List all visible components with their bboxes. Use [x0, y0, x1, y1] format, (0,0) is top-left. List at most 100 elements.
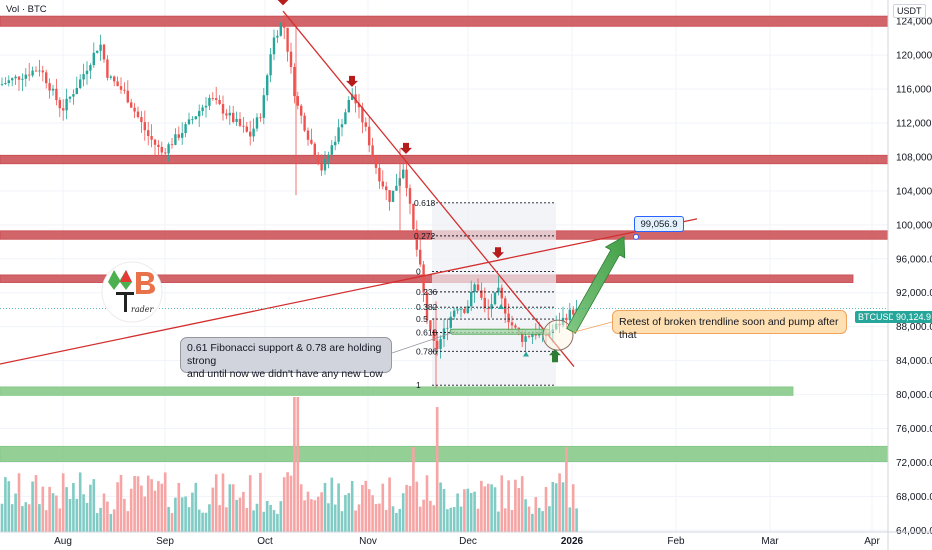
candle-body	[0, 84, 4, 85]
candle-body	[446, 327, 449, 329]
volume-bar	[218, 505, 221, 532]
volume-bar	[456, 493, 459, 532]
volume-bar	[225, 507, 228, 532]
candle-body	[327, 154, 330, 159]
candle-body	[11, 78, 14, 81]
volume-bar	[153, 490, 157, 532]
volume-bar	[401, 493, 405, 532]
volume-bar	[146, 475, 150, 532]
volume-bar	[469, 492, 473, 532]
time-tick-label: Mar	[761, 536, 779, 547]
candle-body	[109, 76, 112, 78]
volume-bar	[384, 510, 388, 532]
fibonacci-label: 0.618	[416, 328, 438, 338]
candle-body	[272, 37, 276, 55]
candle-body	[140, 117, 143, 123]
volume-bar	[48, 486, 51, 532]
volume-bar	[34, 475, 38, 532]
candle-body	[527, 336, 531, 338]
volume-bar	[255, 503, 259, 532]
candle-body	[521, 332, 524, 342]
volume-bar	[337, 483, 340, 532]
volume-bar	[112, 509, 116, 532]
currency-label[interactable]: USDT	[893, 4, 926, 18]
candle-body	[459, 309, 463, 310]
volume-bar	[184, 496, 187, 532]
candle-body	[323, 158, 327, 171]
volume-bar	[61, 473, 65, 532]
volume-bar	[558, 473, 561, 532]
volume-bar	[157, 481, 160, 532]
volume-bar	[204, 512, 208, 532]
fibonacci-label: 0.236	[416, 287, 438, 297]
candle-body	[232, 112, 235, 122]
volume-bar	[388, 477, 391, 532]
ascending-trendline	[0, 218, 698, 365]
price-tick-label: 80,000.0	[896, 390, 932, 401]
candle-body	[65, 98, 68, 111]
candle-body	[436, 340, 439, 349]
descending-trendline	[282, 10, 575, 367]
up-arrow-marker	[549, 349, 561, 363]
candle-body	[276, 35, 279, 38]
price-tick-label: 68,000.0	[896, 492, 932, 503]
volume-bar	[330, 477, 334, 532]
candle-body	[266, 75, 269, 96]
volume-bar	[78, 472, 82, 532]
volume-bar	[463, 489, 466, 532]
fibonacci-label: 0.5	[416, 314, 428, 324]
volume-bar	[119, 474, 123, 532]
candle-body	[439, 338, 442, 349]
zone-108k	[0, 154, 889, 165]
volume-bar	[395, 513, 398, 532]
volume-bar	[238, 497, 242, 532]
volume-bar	[554, 483, 558, 532]
volume-bar	[296, 397, 300, 532]
watermark-logo: rader	[100, 260, 164, 324]
candle-body	[337, 127, 340, 142]
candle-body	[262, 95, 265, 118]
volume-bar	[160, 483, 164, 532]
volume-bar	[116, 482, 119, 532]
candle-body	[119, 86, 123, 90]
volume-bar	[429, 500, 432, 532]
candle-body	[218, 100, 221, 105]
candle-body	[286, 27, 289, 52]
candle-body	[194, 116, 197, 120]
retest-circle	[542, 319, 574, 351]
volume-bar	[109, 513, 113, 532]
price-tick-label: 88,000.0	[896, 322, 932, 333]
candle-body	[85, 70, 89, 75]
volume-bar	[524, 499, 527, 532]
candle-body	[116, 81, 119, 87]
volume-bar	[442, 489, 446, 532]
volume-bar	[327, 503, 330, 532]
retest-note[interactable]: Retest of broken trendline soon and pump…	[612, 310, 847, 341]
candle-body	[507, 313, 510, 323]
volume-bar	[272, 510, 276, 532]
price-axis[interactable]: 64,000.0 68,000.0 72,000.0 76,000.0 80,000.0…	[887, 0, 932, 550]
candle-body	[432, 329, 435, 341]
time-axis[interactable]: Aug Sep Oct Nov Dec 2026 Feb Mar Apr	[0, 531, 932, 547]
volume-bar	[571, 484, 575, 532]
volume-bar	[177, 482, 181, 532]
candle-body	[72, 94, 75, 97]
volume-bar	[133, 475, 136, 532]
candle-body	[361, 107, 364, 123]
candle-body	[381, 181, 384, 187]
fibonacci-note[interactable]: 0.61 Fibonacci support & 0.78 are holdin…	[180, 337, 392, 380]
candle-body	[483, 297, 486, 309]
volume-bar	[316, 496, 320, 532]
candle-body	[96, 50, 99, 53]
volume-bar	[439, 482, 442, 532]
candle-body	[249, 131, 252, 137]
volume-bar	[415, 481, 419, 532]
volume-bar	[68, 498, 72, 532]
volume-bar	[201, 512, 204, 532]
candle-body	[170, 144, 174, 146]
target-price-label: 99,056.9	[634, 216, 684, 232]
candle-body	[289, 51, 293, 67]
candle-body	[296, 96, 299, 106]
candle-body	[235, 118, 238, 122]
